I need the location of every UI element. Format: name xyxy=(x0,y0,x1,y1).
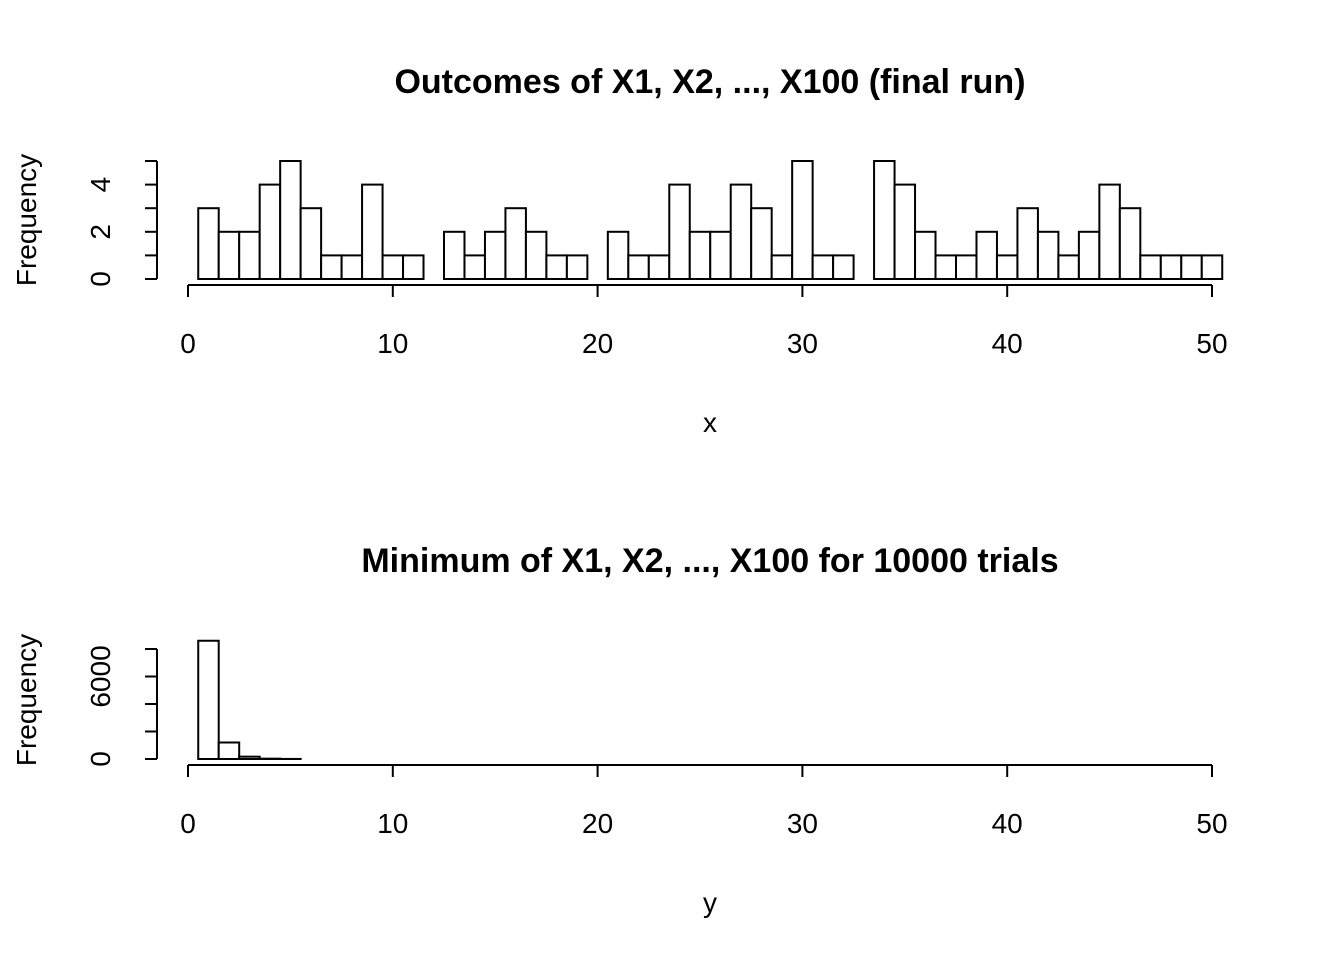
x-axis-label: y xyxy=(703,887,717,918)
histogram-bar xyxy=(238,230,261,281)
histogram-bar xyxy=(483,230,507,281)
histogram-bar xyxy=(381,254,405,280)
x-axis-label: x xyxy=(703,407,717,438)
x-tick-label: 50 xyxy=(1196,808,1227,839)
histogram-bar xyxy=(1036,230,1060,281)
histogram-bar xyxy=(565,254,589,280)
histogram-bar xyxy=(320,254,343,280)
histogram-bar xyxy=(197,639,220,760)
histogram-bar xyxy=(791,160,814,280)
x-axis: 0 10 20 30 40 50 xyxy=(180,764,1228,839)
histogram-minimum-panel: Minimum of X1, X2, ..., X100 for 10000 t… xyxy=(11,542,1228,918)
histogram-bar xyxy=(955,254,978,280)
histogram-bar xyxy=(443,230,466,281)
histogram-bar xyxy=(914,230,937,281)
histogram-bar xyxy=(504,207,527,280)
histogram-bar xyxy=(217,230,241,281)
histogram-bar xyxy=(238,755,261,760)
x-tick-label: 20 xyxy=(582,808,613,839)
histogram-bars xyxy=(197,639,302,761)
y-tick-label: 4 xyxy=(85,177,116,193)
y-tick-label: 0 xyxy=(85,271,116,287)
x-axis: 0 10 20 30 40 50 xyxy=(180,284,1228,359)
x-tick-label: 10 xyxy=(377,328,408,359)
x-tick-label: 20 xyxy=(582,328,613,359)
histogram-bar xyxy=(606,230,630,281)
histogram-outcomes-panel: Outcomes of X1, X2, ..., X100 (final run… xyxy=(11,63,1228,438)
histogram-bar xyxy=(873,160,896,280)
histogram-bar xyxy=(340,254,364,280)
histogram-bar xyxy=(975,230,998,281)
histogram-bar xyxy=(709,230,732,281)
histogram-bar xyxy=(627,254,650,280)
histogram-bar xyxy=(279,160,302,280)
chart-title: Minimum of X1, X2, ..., X100 for 10000 t… xyxy=(361,542,1058,580)
chart-title: Outcomes of X1, X2, ..., X100 (final run… xyxy=(394,63,1025,101)
histogram-bar xyxy=(1118,207,1142,280)
histogram-bar xyxy=(1077,230,1101,281)
histogram-bar xyxy=(463,254,486,280)
histogram-bars xyxy=(197,160,1224,281)
histogram-bar xyxy=(402,254,425,280)
x-tick-label: 30 xyxy=(787,328,818,359)
histogram-bar xyxy=(893,183,917,281)
histogram-bar xyxy=(197,207,220,280)
x-tick-label: 40 xyxy=(992,328,1023,359)
histogram-bar xyxy=(1180,254,1203,280)
histogram-bar xyxy=(668,183,691,281)
y-tick-label: 6000 xyxy=(85,645,116,707)
y-tick-label: 2 xyxy=(85,224,116,240)
histogram-bar xyxy=(299,207,323,280)
y-axis: 0 6000 xyxy=(85,645,158,767)
histogram-bar xyxy=(1159,254,1183,280)
histogram-bar xyxy=(832,254,855,280)
histogram-bar xyxy=(811,254,835,280)
histogram-bar xyxy=(1139,254,1162,280)
histogram-bar xyxy=(1016,207,1039,280)
y-tick-label: 0 xyxy=(85,751,116,767)
x-tick-label: 0 xyxy=(180,328,196,359)
histogram-bar xyxy=(217,741,241,760)
histogram-bar xyxy=(545,254,568,280)
x-tick-label: 40 xyxy=(992,808,1023,839)
y-axis: 0 2 4 xyxy=(85,160,158,287)
x-tick-label: 10 xyxy=(377,808,408,839)
x-tick-label: 0 xyxy=(180,808,196,839)
histogram-bar xyxy=(361,183,384,281)
histogram-bar xyxy=(934,254,958,280)
histogram-bar xyxy=(1200,254,1224,280)
histogram-bar xyxy=(1057,254,1080,280)
histogram-bar xyxy=(750,207,773,280)
y-axis-label: Frequency xyxy=(11,634,42,766)
histogram-bar xyxy=(647,254,671,280)
histogram-bar xyxy=(729,183,753,281)
histogram-bar xyxy=(688,230,712,281)
histogram-bar xyxy=(524,230,548,281)
y-axis-label: Frequency xyxy=(11,154,42,286)
histogram-bar xyxy=(1098,183,1121,281)
x-tick-label: 50 xyxy=(1196,328,1227,359)
histogram-bar xyxy=(770,254,794,280)
x-tick-label: 30 xyxy=(787,808,818,839)
histogram-bar xyxy=(258,183,282,281)
histogram-bar xyxy=(995,254,1019,280)
